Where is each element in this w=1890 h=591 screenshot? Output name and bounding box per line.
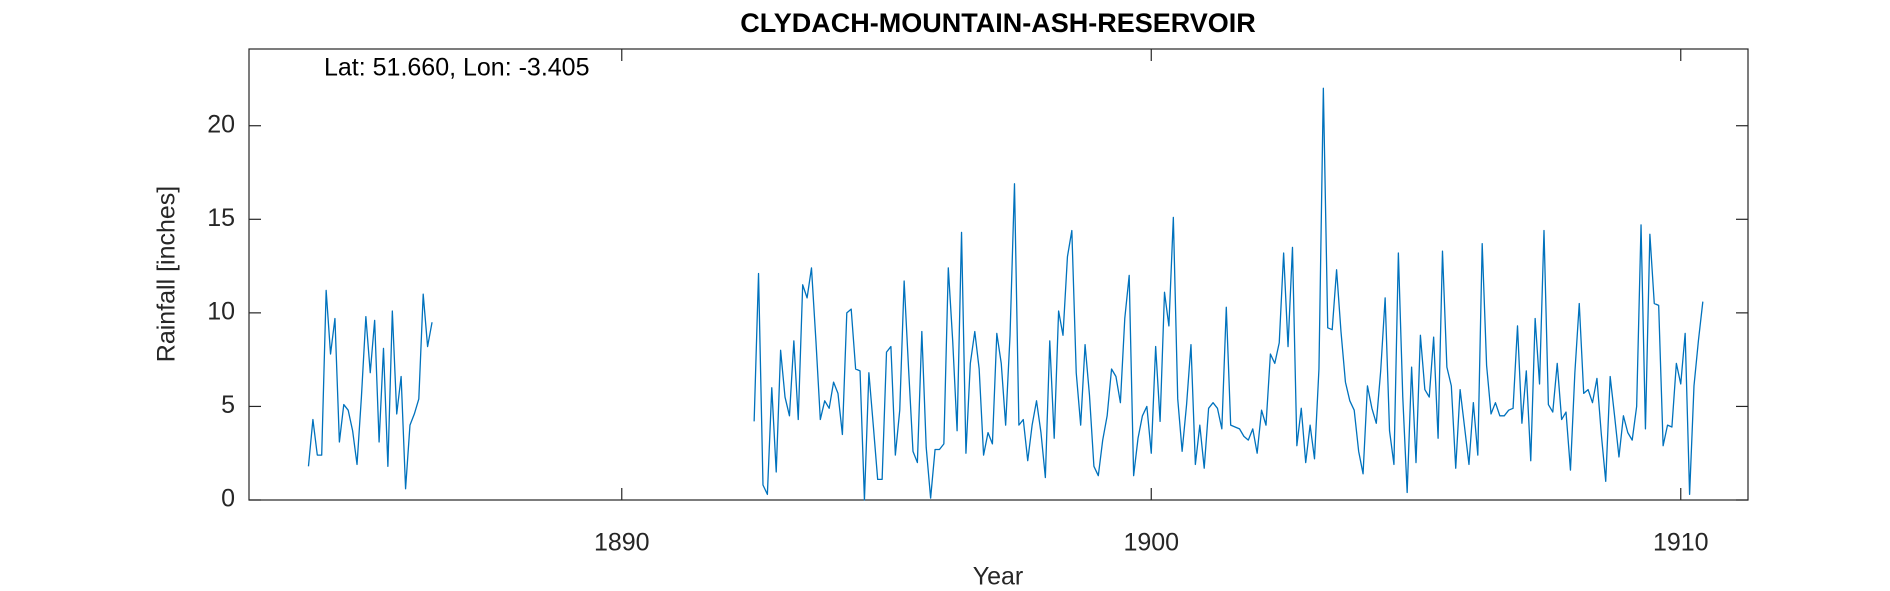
data-line [307,87,1704,501]
chart-title: CLYDACH-MOUNTAIN-ASH-RESERVOIR [740,8,1256,38]
y-axis-label: Rainfall [inches] [153,186,181,362]
y-tick-label: 10 [207,297,235,325]
axes-box [248,48,1749,501]
x-tick-label: 1900 [1123,529,1179,557]
x-tick-label: 1910 [1653,529,1709,557]
y-tick-label: 20 [207,110,235,138]
x-tick-label: 1890 [594,529,650,557]
annotation: Lat: 51.660, Lon: -3.405 [324,54,590,82]
y-tick-label: 5 [221,391,235,419]
y-tick-label: 0 [221,485,235,513]
x-axis-label: Year [973,563,1024,591]
y-tick-label: 15 [207,204,235,232]
